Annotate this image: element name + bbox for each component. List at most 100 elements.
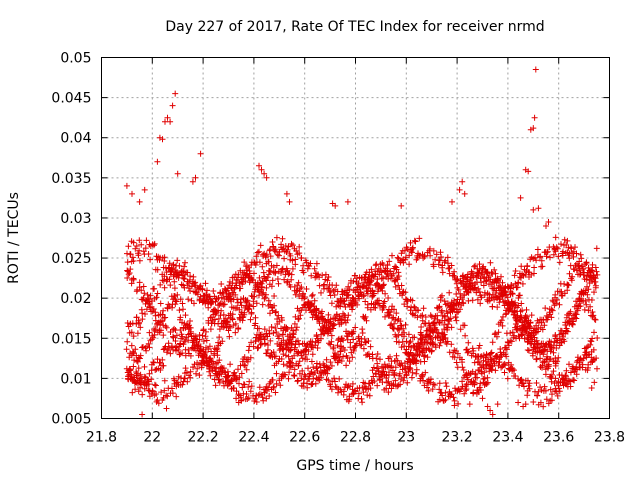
- data-point: [136, 319, 143, 326]
- data-point: [265, 384, 272, 391]
- data-point: [193, 370, 199, 377]
- data-point: [344, 292, 351, 299]
- data-point: [232, 320, 239, 327]
- data-point: [548, 306, 555, 313]
- data-point: [523, 306, 530, 313]
- data-point: [237, 285, 244, 292]
- data-point: [459, 364, 466, 371]
- data-point: [206, 343, 213, 350]
- data-point: [442, 389, 449, 396]
- data-point: [362, 313, 369, 320]
- data-point: [281, 276, 288, 283]
- data-point: [570, 376, 577, 383]
- data-point: [336, 354, 343, 361]
- data-point: [166, 276, 173, 283]
- data-point: [548, 314, 555, 321]
- data-point: [270, 349, 277, 356]
- data-point: [481, 375, 488, 382]
- data-point: [256, 162, 262, 169]
- data-point: [442, 380, 449, 386]
- data-point: [179, 272, 186, 279]
- data-point: [149, 388, 156, 395]
- data-point: [250, 303, 257, 310]
- data-point: [159, 311, 166, 318]
- data-point: [374, 382, 381, 389]
- x-tick-label: 22.6: [289, 430, 320, 446]
- data-point: [162, 343, 169, 350]
- data-point: [327, 383, 334, 390]
- data-point: [171, 285, 178, 292]
- data-point: [265, 297, 272, 304]
- data-point: [349, 380, 356, 387]
- data-point: [515, 399, 522, 406]
- data-point: [429, 339, 436, 346]
- data-point: [290, 331, 297, 338]
- data-point: [357, 342, 364, 349]
- data-point: [203, 328, 209, 335]
- data-point: [427, 245, 433, 252]
- data-point: [245, 274, 252, 281]
- data-point: [350, 328, 357, 335]
- data-point: [136, 355, 143, 362]
- data-point: [583, 276, 590, 283]
- data-point: [385, 371, 392, 378]
- data-point: [125, 243, 132, 250]
- data-point: [184, 378, 191, 385]
- data-point: [194, 365, 201, 372]
- data-point: [564, 281, 571, 288]
- data-point: [555, 354, 562, 361]
- data-point: [167, 350, 174, 357]
- data-point: [344, 287, 350, 294]
- data-point: [411, 303, 418, 310]
- data-point: [325, 274, 332, 280]
- data-point: [476, 384, 483, 391]
- data-point: [136, 257, 143, 264]
- data-point: [161, 387, 168, 394]
- data-point: [403, 371, 410, 378]
- data-point: [290, 372, 297, 379]
- data-point: [312, 338, 319, 345]
- data-point: [436, 303, 443, 310]
- data-point: [579, 364, 586, 371]
- data-point: [251, 270, 257, 277]
- data-point: [376, 297, 382, 304]
- data-point: [528, 340, 535, 347]
- data-point: [291, 373, 298, 379]
- data-point: [295, 337, 301, 344]
- data-point: [479, 395, 486, 402]
- data-point: [518, 379, 525, 386]
- data-point: [459, 359, 466, 366]
- data-point: [263, 291, 269, 298]
- data-point: [247, 354, 254, 361]
- data-point: [305, 298, 312, 305]
- data-point: [245, 384, 252, 390]
- data-point: [385, 389, 392, 396]
- data-point: [489, 339, 496, 346]
- data-point: [200, 338, 207, 345]
- data-point: [383, 385, 390, 392]
- data-point: [525, 382, 532, 389]
- data-point: [577, 251, 584, 258]
- data-point: [436, 386, 443, 393]
- data-point: [261, 170, 268, 177]
- data-point: [482, 278, 489, 285]
- data-point: [590, 312, 597, 319]
- data-point: [592, 284, 599, 291]
- data-point: [407, 338, 414, 345]
- data-point: [174, 257, 181, 264]
- data-point: [358, 341, 365, 348]
- data-point: [344, 336, 351, 343]
- data-point: [252, 314, 259, 321]
- data-point: [537, 253, 544, 260]
- data-point: [389, 303, 396, 310]
- data-point: [526, 347, 532, 354]
- data-point: [142, 311, 148, 317]
- data-point: [461, 390, 468, 397]
- data-point: [140, 294, 147, 301]
- data-point: [230, 385, 237, 391]
- data-point: [160, 362, 167, 369]
- data-point: [226, 333, 233, 340]
- data-point: [552, 291, 559, 298]
- data-point: [296, 341, 303, 348]
- data-point: [390, 270, 397, 277]
